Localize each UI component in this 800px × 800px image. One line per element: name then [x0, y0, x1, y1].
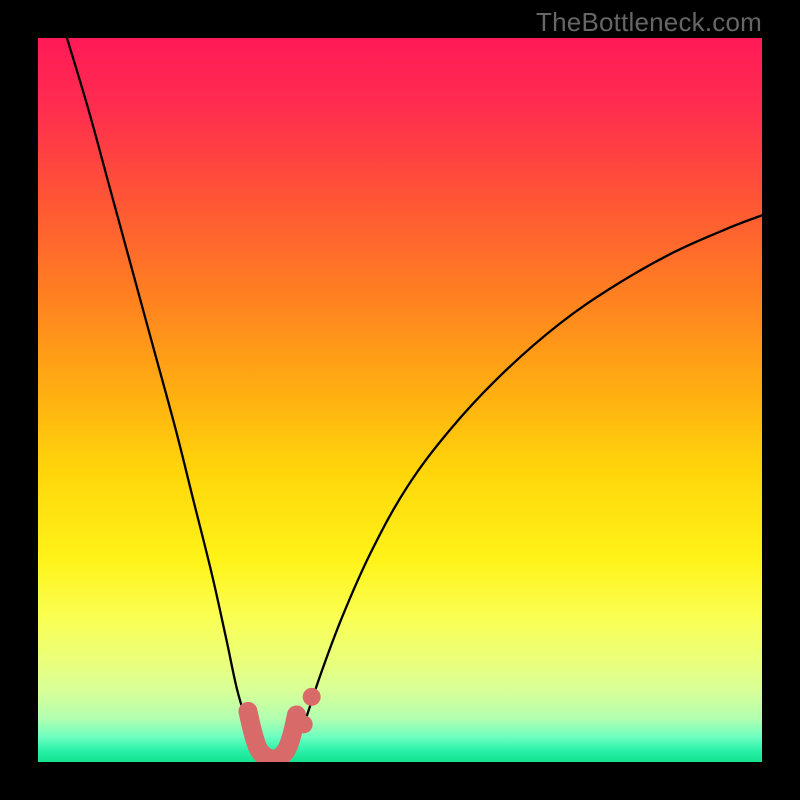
marker-dot [295, 715, 313, 733]
marker-dot [303, 688, 321, 706]
watermark-text: TheBottleneck.com [536, 7, 762, 38]
plot-area [38, 38, 762, 762]
gradient-background [38, 38, 762, 762]
chart-svg [38, 38, 762, 762]
outer-frame: TheBottleneck.com [0, 0, 800, 800]
